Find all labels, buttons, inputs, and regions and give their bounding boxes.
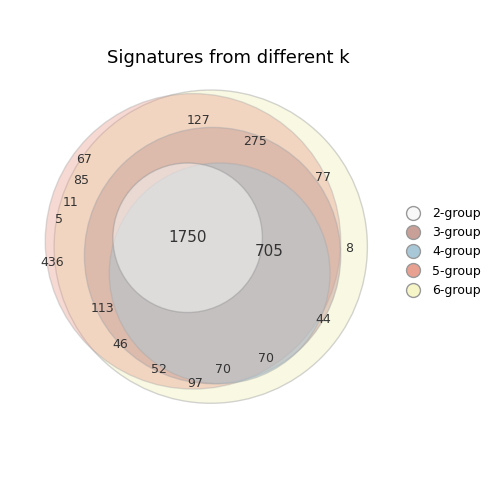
Text: 113: 113 (90, 302, 114, 316)
Circle shape (84, 128, 341, 384)
Text: 275: 275 (243, 135, 267, 148)
Circle shape (109, 163, 330, 384)
Circle shape (113, 163, 263, 312)
Text: 436: 436 (40, 256, 64, 269)
Text: 127: 127 (186, 114, 210, 127)
Text: 11: 11 (62, 196, 78, 209)
Text: 44: 44 (315, 313, 331, 326)
Circle shape (45, 94, 341, 389)
Text: 70: 70 (258, 352, 274, 365)
Text: 67: 67 (77, 153, 92, 166)
Text: 8: 8 (346, 242, 354, 255)
Text: 705: 705 (255, 244, 284, 260)
Title: Signatures from different k: Signatures from different k (107, 49, 350, 67)
Legend: 2-group, 3-group, 4-group, 5-group, 6-group: 2-group, 3-group, 4-group, 5-group, 6-gr… (397, 203, 485, 301)
Text: 1750: 1750 (168, 230, 207, 245)
Circle shape (54, 90, 367, 403)
Text: 97: 97 (187, 377, 203, 390)
Text: 77: 77 (315, 171, 331, 184)
Text: 52: 52 (151, 363, 167, 376)
Text: 46: 46 (112, 338, 128, 351)
Text: 5: 5 (55, 214, 64, 226)
Text: 70: 70 (215, 363, 231, 376)
Text: 85: 85 (73, 174, 89, 187)
